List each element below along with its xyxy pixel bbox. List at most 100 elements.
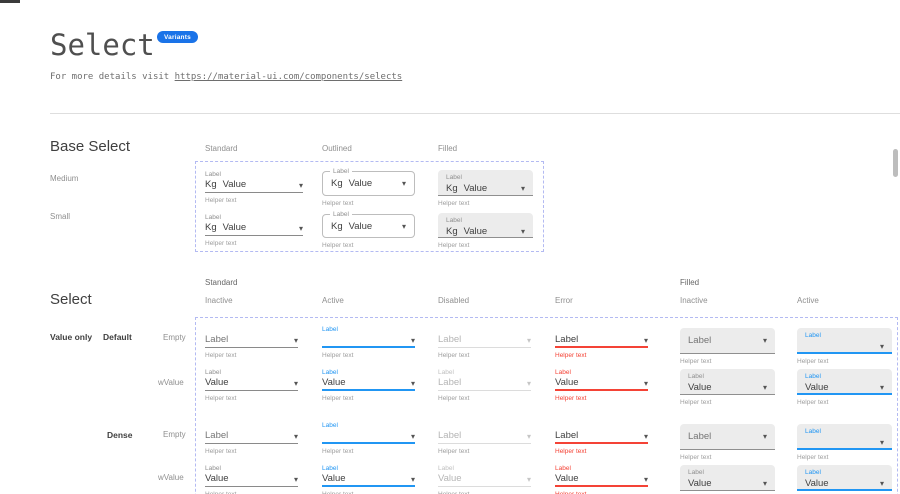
empty-value bbox=[322, 334, 325, 345]
helper-text: Helper text bbox=[322, 491, 415, 494]
placeholder-label: Label bbox=[555, 334, 579, 345]
docs-link[interactable]: https://material-ui.com/components/selec… bbox=[174, 72, 403, 82]
dropdown-caret-icon: ▾ bbox=[293, 475, 298, 484]
col-header-outlined: Outlined bbox=[322, 144, 352, 153]
dropdown-caret-icon: ▾ bbox=[879, 479, 884, 488]
value-text: Value bbox=[322, 473, 346, 484]
select-value: Kg Value bbox=[331, 178, 372, 189]
float-label: Label bbox=[438, 465, 454, 472]
base-select-outlined-small[interactable]: Label Kg Value ▾ Helper text bbox=[322, 211, 415, 249]
float-label: Label bbox=[688, 373, 704, 380]
value-text: Value bbox=[205, 377, 229, 388]
variants-frame-select bbox=[195, 317, 898, 494]
select-standard-active-empty-dense[interactable]: Label ▾ Helper text bbox=[322, 421, 415, 455]
helper-text: Helper text bbox=[205, 395, 237, 402]
helper-text: Helper text bbox=[438, 200, 470, 207]
select-value: Kg Value bbox=[446, 226, 487, 237]
select-filled-active-wvalue-dense[interactable]: Label Value▾ Helper text bbox=[797, 465, 892, 494]
helper-text: Helper text bbox=[205, 197, 237, 204]
select-standard-error-wvalue[interactable]: Label Value ▾ Helper text bbox=[555, 368, 648, 402]
float-label: Label bbox=[805, 373, 821, 380]
value-text: Value bbox=[555, 377, 579, 388]
select-standard-active-empty[interactable]: Label ▾ Helper text bbox=[322, 325, 415, 359]
float-label: Label bbox=[322, 326, 338, 333]
row-group-value-only: Value only bbox=[50, 332, 93, 342]
select-value: Kg Value bbox=[205, 222, 246, 233]
select-standard-error-empty[interactable]: Label ▾ Helper text bbox=[555, 325, 648, 359]
adornment: Kg bbox=[205, 222, 217, 233]
row-sub-wvalue-1: wValue bbox=[158, 378, 184, 387]
page-title: Select bbox=[50, 28, 155, 62]
state-header-disabled: Disabled bbox=[438, 296, 470, 305]
dropdown-caret-icon: ▾ bbox=[643, 432, 648, 441]
select-filled-active-empty[interactable]: Label ▾ Helper text bbox=[797, 328, 892, 365]
helper-text: Helper text bbox=[322, 352, 354, 359]
dropdown-caret-icon: ▾ bbox=[762, 336, 767, 345]
select-filled-inactive-wvalue-dense[interactable]: Label Value▾ Helper text bbox=[680, 465, 775, 494]
helper-text: Helper text bbox=[555, 352, 587, 359]
row-header-medium: Medium bbox=[50, 174, 79, 183]
value-text: Value bbox=[688, 478, 712, 489]
helper-text: Helper text bbox=[438, 395, 470, 402]
base-select-standard-medium[interactable]: Label Kg Value ▾ Helper text bbox=[205, 170, 303, 204]
select-filled-inactive-wvalue[interactable]: Label Value ▾ Helper text bbox=[680, 369, 775, 406]
dropdown-caret-icon: ▾ bbox=[526, 475, 531, 484]
dropdown-caret-icon: ▾ bbox=[526, 379, 531, 388]
helper-text: Helper text bbox=[205, 352, 237, 359]
select-filled-inactive-empty[interactable]: Label ▾ Helper text bbox=[680, 328, 775, 365]
dropdown-caret-icon: ▾ bbox=[293, 379, 298, 388]
variants-badge: Variants bbox=[157, 31, 198, 43]
col-header-standard: Standard bbox=[205, 144, 238, 153]
dropdown-caret-icon: ▾ bbox=[520, 227, 525, 236]
float-label: Label bbox=[805, 332, 821, 339]
select-filled-inactive-empty-dense[interactable]: Label ▾ Helper text bbox=[680, 424, 775, 461]
value-text: Value bbox=[805, 478, 829, 489]
select-standard-inactive-wvalue[interactable]: Label Value ▾ Helper text bbox=[205, 368, 298, 402]
dropdown-caret-icon: ▾ bbox=[298, 224, 303, 233]
base-select-outlined-medium[interactable]: Label Kg Value ▾ Helper text bbox=[322, 168, 415, 207]
helper-text: Helper text bbox=[205, 448, 237, 455]
dropdown-caret-icon: ▾ bbox=[410, 336, 415, 345]
select-standard-error-wvalue-dense[interactable]: Label Value ▾ Helper text bbox=[555, 464, 648, 494]
select-standard-error-empty-dense[interactable]: Label ▾ Helper text bbox=[555, 421, 648, 455]
select-standard-inactive-empty-dense[interactable]: Label ▾ Helper text bbox=[205, 421, 298, 455]
vertical-scrollbar[interactable] bbox=[893, 149, 898, 177]
float-label: Label bbox=[205, 369, 221, 376]
float-label: Label bbox=[438, 369, 454, 376]
select-standard-active-wvalue[interactable]: Label Value ▾ Helper text bbox=[322, 368, 415, 402]
value-text: Value bbox=[805, 382, 829, 393]
value-text: Value bbox=[222, 222, 247, 233]
select-standard-inactive-wvalue-dense[interactable]: Label Value ▾ Helper text bbox=[205, 464, 298, 494]
state-header-filled-inactive: Inactive bbox=[680, 296, 708, 305]
base-select-filled-medium[interactable]: Label Kg Value ▾ Helper text bbox=[438, 170, 533, 207]
value-text: Value bbox=[555, 473, 579, 484]
helper-text: Helper text bbox=[322, 448, 354, 455]
float-label: Label bbox=[322, 422, 338, 429]
helper-text: Helper text bbox=[555, 448, 587, 455]
base-select-filled-small[interactable]: Label Kg Value ▾ Helper text bbox=[438, 213, 533, 249]
dropdown-caret-icon: ▾ bbox=[410, 379, 415, 388]
select-standard-active-wvalue-dense[interactable]: Label Value ▾ Helper text bbox=[322, 464, 415, 494]
value-text: Value bbox=[463, 226, 488, 237]
dropdown-caret-icon: ▾ bbox=[879, 383, 884, 392]
select-filled-active-empty-dense[interactable]: Label ▾ Helper text bbox=[797, 424, 892, 461]
select-standard-inactive-empty[interactable]: Label ▾ Helper text bbox=[205, 325, 298, 359]
select-filled-active-wvalue[interactable]: Label Value ▾ Helper text bbox=[797, 369, 892, 406]
state-header-filled-active: Active bbox=[797, 296, 819, 305]
dropdown-caret-icon: ▾ bbox=[526, 432, 531, 441]
helper-text: Helper text bbox=[555, 395, 587, 402]
dropdown-caret-icon: ▾ bbox=[298, 181, 303, 190]
placeholder-label: Label bbox=[205, 334, 229, 345]
row-variant-default: Default bbox=[103, 332, 132, 342]
row-header-small: Small bbox=[50, 212, 71, 221]
base-select-heading: Base Select bbox=[50, 138, 131, 155]
value-text: Value bbox=[222, 179, 247, 190]
select-value: Kg Value bbox=[205, 179, 246, 190]
dropdown-caret-icon: ▾ bbox=[293, 432, 298, 441]
dropdown-caret-icon: ▾ bbox=[293, 336, 298, 345]
base-select-standard-small[interactable]: Label Kg Value ▾ Helper text bbox=[205, 213, 303, 247]
float-label: Label bbox=[322, 369, 338, 376]
select-standard-disabled-wvalue: Label Label ▾ Helper text bbox=[438, 368, 531, 402]
value-text: Value bbox=[438, 473, 462, 484]
value-text: Label bbox=[438, 377, 462, 388]
